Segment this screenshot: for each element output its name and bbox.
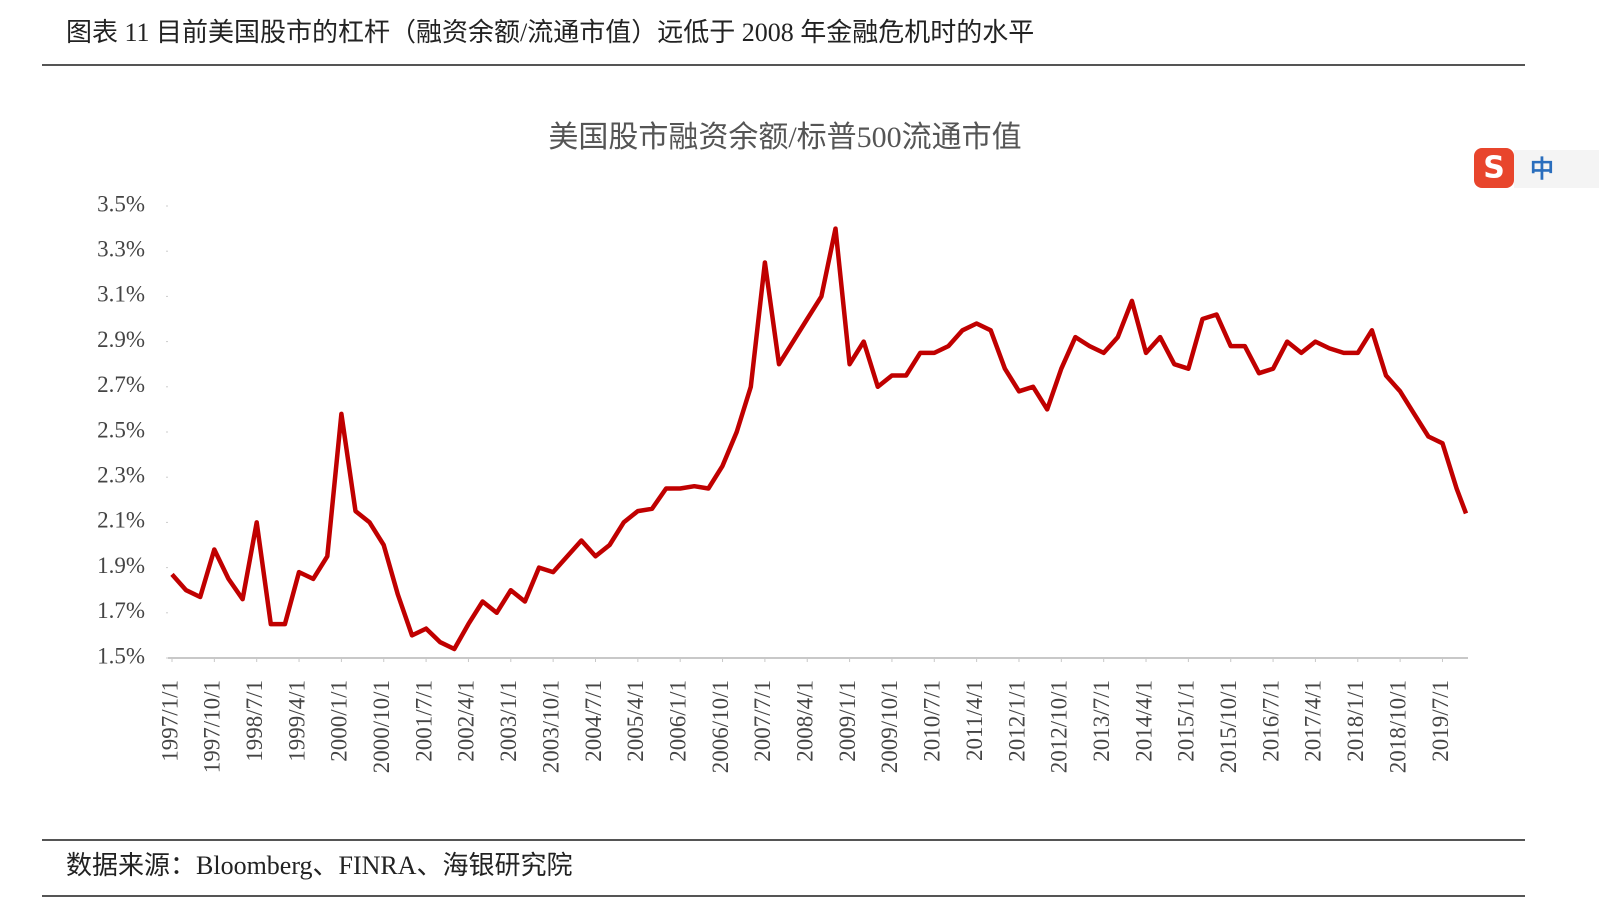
y-tick-label: 2.5%: [97, 417, 145, 442]
x-tick-label: 2016/7/1: [1258, 680, 1283, 762]
x-tick-label: 2003/1/1: [496, 680, 521, 762]
chart-title: 美国股市融资余额/标普500流通市值: [548, 121, 1021, 154]
x-tick-label: 2003/10/1: [538, 680, 563, 773]
x-tick-label: 2013/7/1: [1089, 680, 1114, 762]
y-tick-label: 2.1%: [97, 508, 145, 533]
header-title: 图表 11 目前美国股市的杠杆（融资余额/流通市值）远低于 2008 年金融危机…: [66, 18, 1034, 47]
ime-bar: [1514, 150, 1599, 188]
x-tick-label: 2012/1/1: [1004, 680, 1029, 762]
x-tick-label: 2012/10/1: [1047, 680, 1072, 773]
x-tick-label: 2000/10/1: [369, 680, 394, 773]
x-tick-label: 2005/4/1: [623, 680, 648, 762]
y-tick-label: 2.9%: [97, 327, 145, 352]
ime-icon-s: S: [1483, 151, 1505, 186]
x-tick-label: 2006/1/1: [665, 680, 690, 762]
x-tick-label: 2015/10/1: [1216, 680, 1241, 773]
data-line: [170, 226, 1469, 652]
x-tick-label: 2010/7/1: [920, 680, 945, 762]
x-tick-label: 2008/4/1: [793, 680, 818, 762]
x-tick-label: 2019/7/1: [1428, 680, 1453, 762]
y-tick-label: 1.9%: [97, 553, 145, 578]
x-tick-label: 1999/4/1: [284, 680, 309, 762]
x-tick-label: 1998/7/1: [242, 680, 267, 762]
x-tick-label: 2000/1/1: [327, 680, 352, 762]
x-tick-label: 2004/7/1: [581, 680, 606, 762]
y-tick-label: 1.7%: [97, 598, 145, 623]
x-tick-label: 2001/7/1: [411, 680, 436, 762]
x-tick-label: 2011/4/1: [962, 680, 987, 761]
x-tick-label: 1997/1/1: [157, 680, 182, 762]
x-tick-label: 2018/1/1: [1343, 680, 1368, 762]
x-tick-label: 2009/10/1: [877, 680, 902, 773]
source-note: 数据来源：Bloomberg、FINRA、海银研究院: [66, 851, 573, 880]
x-tick-label: 2015/1/1: [1174, 680, 1199, 762]
x-tick-label: 1997/10/1: [200, 680, 225, 773]
x-tick-label: 2018/10/1: [1385, 680, 1410, 773]
y-tick-label: 1.5%: [97, 643, 145, 668]
x-tick-label: 2006/10/1: [708, 680, 733, 773]
y-tick-label: 2.7%: [97, 372, 145, 397]
ime-badge: 中: [1530, 155, 1554, 183]
x-tick-label: 2009/1/1: [835, 680, 860, 762]
x-tick-label: 2017/4/1: [1301, 680, 1326, 762]
x-tick-label: 2014/4/1: [1131, 680, 1156, 762]
y-tick-label: 3.1%: [97, 282, 145, 307]
y-tick-label: 3.3%: [97, 236, 145, 261]
x-tick-label: 2002/4/1: [454, 680, 479, 762]
x-tick-label: 2007/7/1: [750, 680, 775, 762]
ime-icon: [1474, 148, 1514, 188]
y-tick-label: 3.5%: [97, 191, 145, 216]
y-tick-label: 2.3%: [97, 462, 145, 487]
